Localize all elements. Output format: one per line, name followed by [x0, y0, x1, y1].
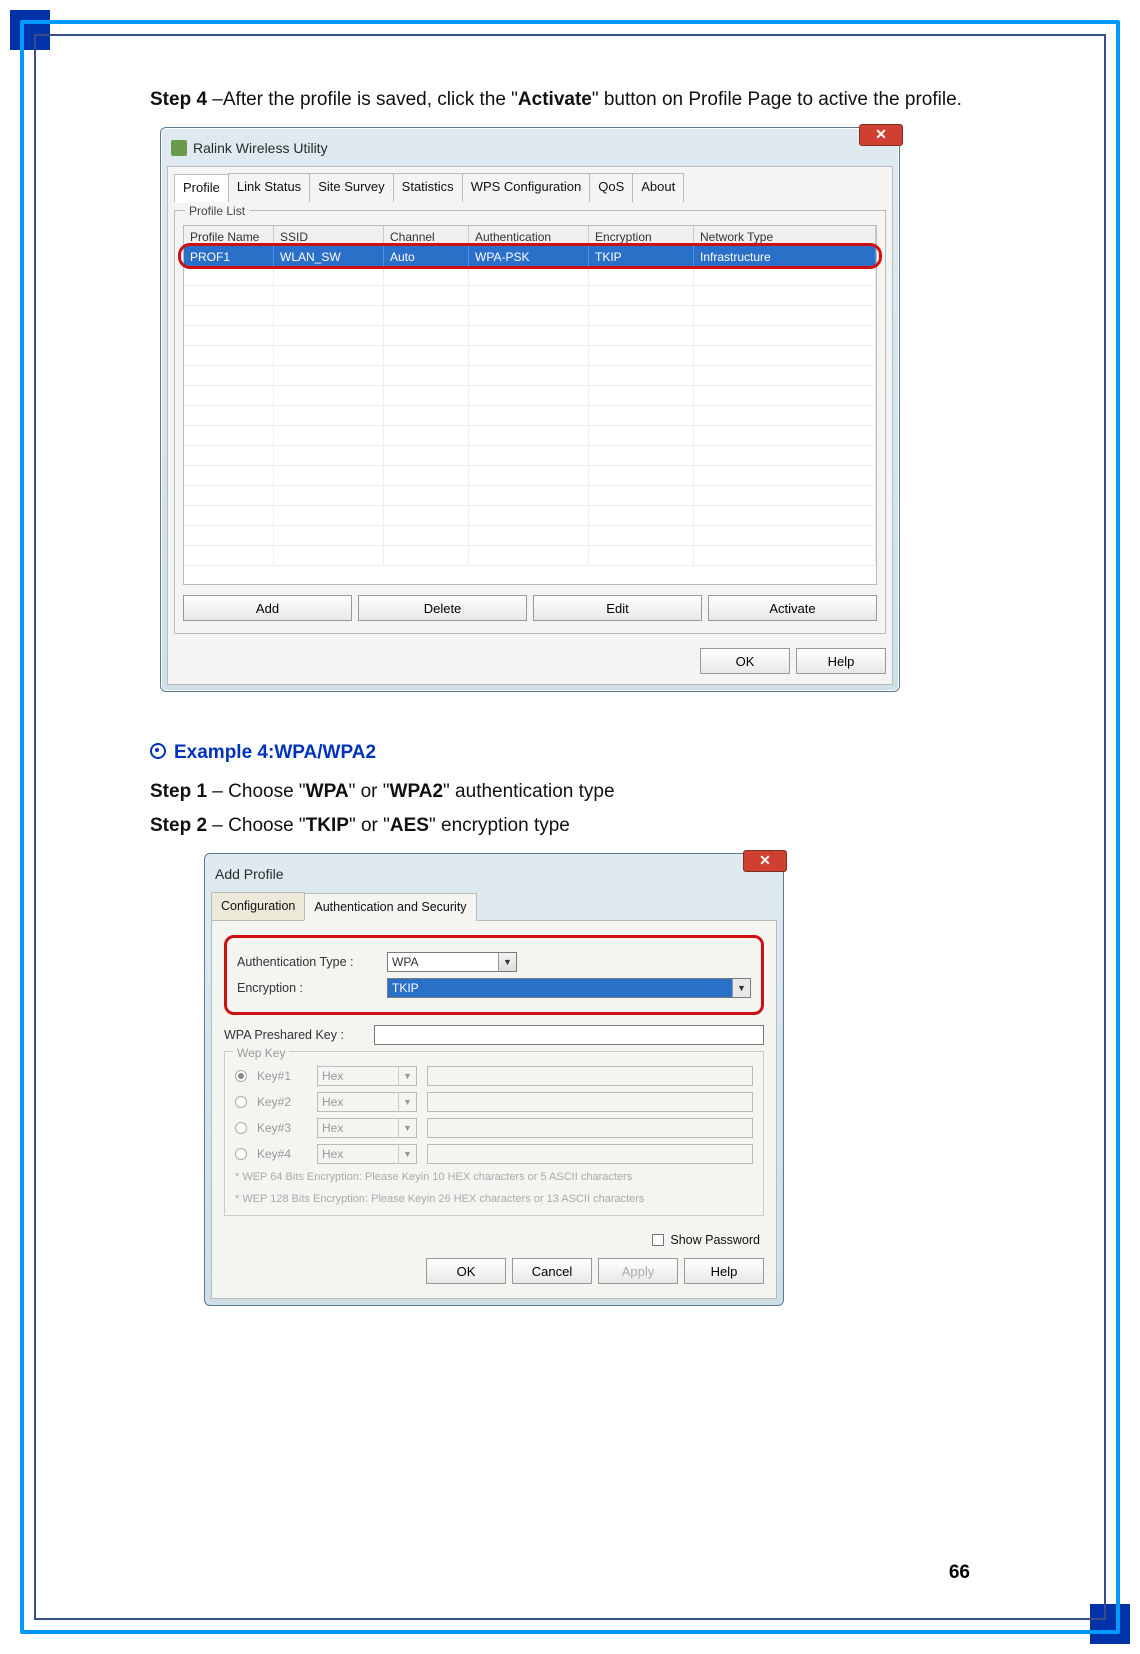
tab-statistics[interactable]: Statistics [393, 173, 463, 202]
tab-auth-security[interactable]: Authentication and Security [304, 893, 476, 921]
wep-format-combo: Hex▼ [317, 1144, 417, 1164]
step2-text: Step 2 – Choose "TKIP" or "AES" encrypti… [150, 811, 990, 841]
wep-key-radio[interactable] [235, 1122, 247, 1134]
psk-input[interactable] [374, 1025, 764, 1045]
chevron-down-icon: ▼ [498, 953, 516, 971]
apply-button: Apply [598, 1258, 678, 1284]
wep-key-row: Key#1 Hex▼ [235, 1066, 753, 1086]
edit-button[interactable]: Edit [533, 595, 702, 621]
wep-group-label: Wep Key [233, 1044, 289, 1063]
tab-link-status[interactable]: Link Status [228, 173, 310, 202]
encryption-label: Encryption : [237, 978, 387, 998]
wep-key-radio[interactable] [235, 1096, 247, 1108]
tab-qos[interactable]: QoS [589, 173, 633, 202]
tab-strip: Configuration Authentication and Securit… [211, 892, 777, 920]
help-button[interactable]: Help [684, 1258, 764, 1284]
wep-key-label: Key#4 [257, 1145, 307, 1164]
wep-key-label: Key#1 [257, 1067, 307, 1086]
encryption-combo[interactable]: TKIP▼ [387, 978, 751, 998]
wep-key-label: Key#2 [257, 1093, 307, 1112]
page-content: Step 4 –After the profile is saved, clic… [150, 85, 990, 1306]
groupbox-label: Profile List [185, 202, 249, 221]
chevron-down-icon: ▼ [732, 979, 750, 997]
show-password-checkbox[interactable] [652, 1234, 664, 1246]
app-icon [171, 140, 187, 156]
wep-key-input [427, 1092, 753, 1112]
chevron-down-icon: ▼ [398, 1145, 416, 1163]
close-button[interactable]: ✕ [743, 850, 787, 872]
wep-format-combo: Hex▼ [317, 1092, 417, 1112]
wep-key-row: Key#4 Hex▼ [235, 1144, 753, 1164]
ralink-utility-window: ✕ Ralink Wireless Utility Profile Link S… [160, 127, 900, 692]
tab-configuration[interactable]: Configuration [211, 892, 305, 920]
close-button[interactable]: ✕ [859, 124, 903, 146]
wep-format-combo: Hex▼ [317, 1118, 417, 1138]
tab-site-survey[interactable]: Site Survey [309, 173, 393, 202]
step4-prefix: Step 4 [150, 89, 207, 110]
add-button[interactable]: Add [183, 595, 352, 621]
wep-key-input [427, 1118, 753, 1138]
auth-type-combo[interactable]: WPA▼ [387, 952, 517, 972]
wep-key-row: Key#2 Hex▼ [235, 1092, 753, 1112]
wep-key-row: Key#3 Hex▼ [235, 1118, 753, 1138]
tab-strip: Profile Link Status Site Survey Statisti… [174, 173, 886, 202]
chevron-down-icon: ▼ [398, 1119, 416, 1137]
highlight-box: Authentication Type : WPA▼ Encryption : … [224, 935, 764, 1015]
wep-hint-1: * WEP 64 Bits Encryption: Please Keyin 1… [235, 1170, 753, 1185]
tab-panel: Profile Link Status Site Survey Statisti… [167, 166, 893, 685]
auth-panel: Authentication Type : WPA▼ Encryption : … [211, 920, 777, 1299]
show-password-label: Show Password [670, 1230, 760, 1250]
wep-key-label: Key#3 [257, 1119, 307, 1138]
step1-text: Step 1 – Choose "WPA" or "WPA2" authenti… [150, 777, 990, 807]
tab-wps[interactable]: WPS Configuration [462, 173, 591, 202]
help-button[interactable]: Help [796, 648, 886, 674]
wep-key-group: Wep Key Key#1Hex▼Key#2Hex▼Key#3Hex▼Key#4… [224, 1051, 764, 1216]
cancel-button[interactable]: Cancel [512, 1258, 592, 1284]
example-heading: Example 4:WPA/WPA2 [150, 738, 990, 768]
add-profile-window: ✕ Add Profile Configuration Authenticati… [204, 853, 784, 1306]
step4-text: Step 4 –After the profile is saved, clic… [150, 85, 990, 115]
window-titlebar: Add Profile [211, 860, 777, 888]
profile-row-wrap: PROF1 WLAN_SW Auto WPA-PSK TKIP Infrastr… [184, 246, 876, 266]
delete-button[interactable]: Delete [358, 595, 527, 621]
activate-button[interactable]: Activate [708, 595, 877, 621]
profile-table: Profile Name SSID Channel Authentication… [183, 225, 877, 585]
profile-list-group: Profile List Profile Name SSID Channel A… [174, 210, 886, 634]
dialog-buttons: OK Help [174, 648, 886, 674]
page-number: 66 [949, 1562, 970, 1584]
highlight-oval [178, 243, 882, 269]
psk-label: WPA Preshared Key : [224, 1025, 374, 1045]
wep-format-combo: Hex▼ [317, 1066, 417, 1086]
wep-key-radio[interactable] [235, 1148, 247, 1160]
chevron-down-icon: ▼ [398, 1067, 416, 1085]
tab-about[interactable]: About [632, 173, 684, 202]
window-titlebar: Ralink Wireless Utility [167, 134, 893, 162]
wep-key-radio[interactable] [235, 1070, 247, 1082]
ok-button[interactable]: OK [426, 1258, 506, 1284]
window-title: Ralink Wireless Utility [193, 137, 328, 159]
wep-key-input [427, 1066, 753, 1086]
chevron-down-icon: ▼ [398, 1093, 416, 1111]
window-title: Add Profile [215, 863, 283, 885]
wep-key-input [427, 1144, 753, 1164]
dialog-buttons: OKCancelApplyHelp [224, 1258, 764, 1284]
ok-button[interactable]: OK [700, 648, 790, 674]
profile-buttons: Add Delete Edit Activate [183, 595, 877, 621]
auth-type-label: Authentication Type : [237, 952, 387, 972]
tab-profile[interactable]: Profile [174, 174, 229, 203]
wep-hint-2: * WEP 128 Bits Encryption: Please Keyin … [235, 1192, 753, 1207]
